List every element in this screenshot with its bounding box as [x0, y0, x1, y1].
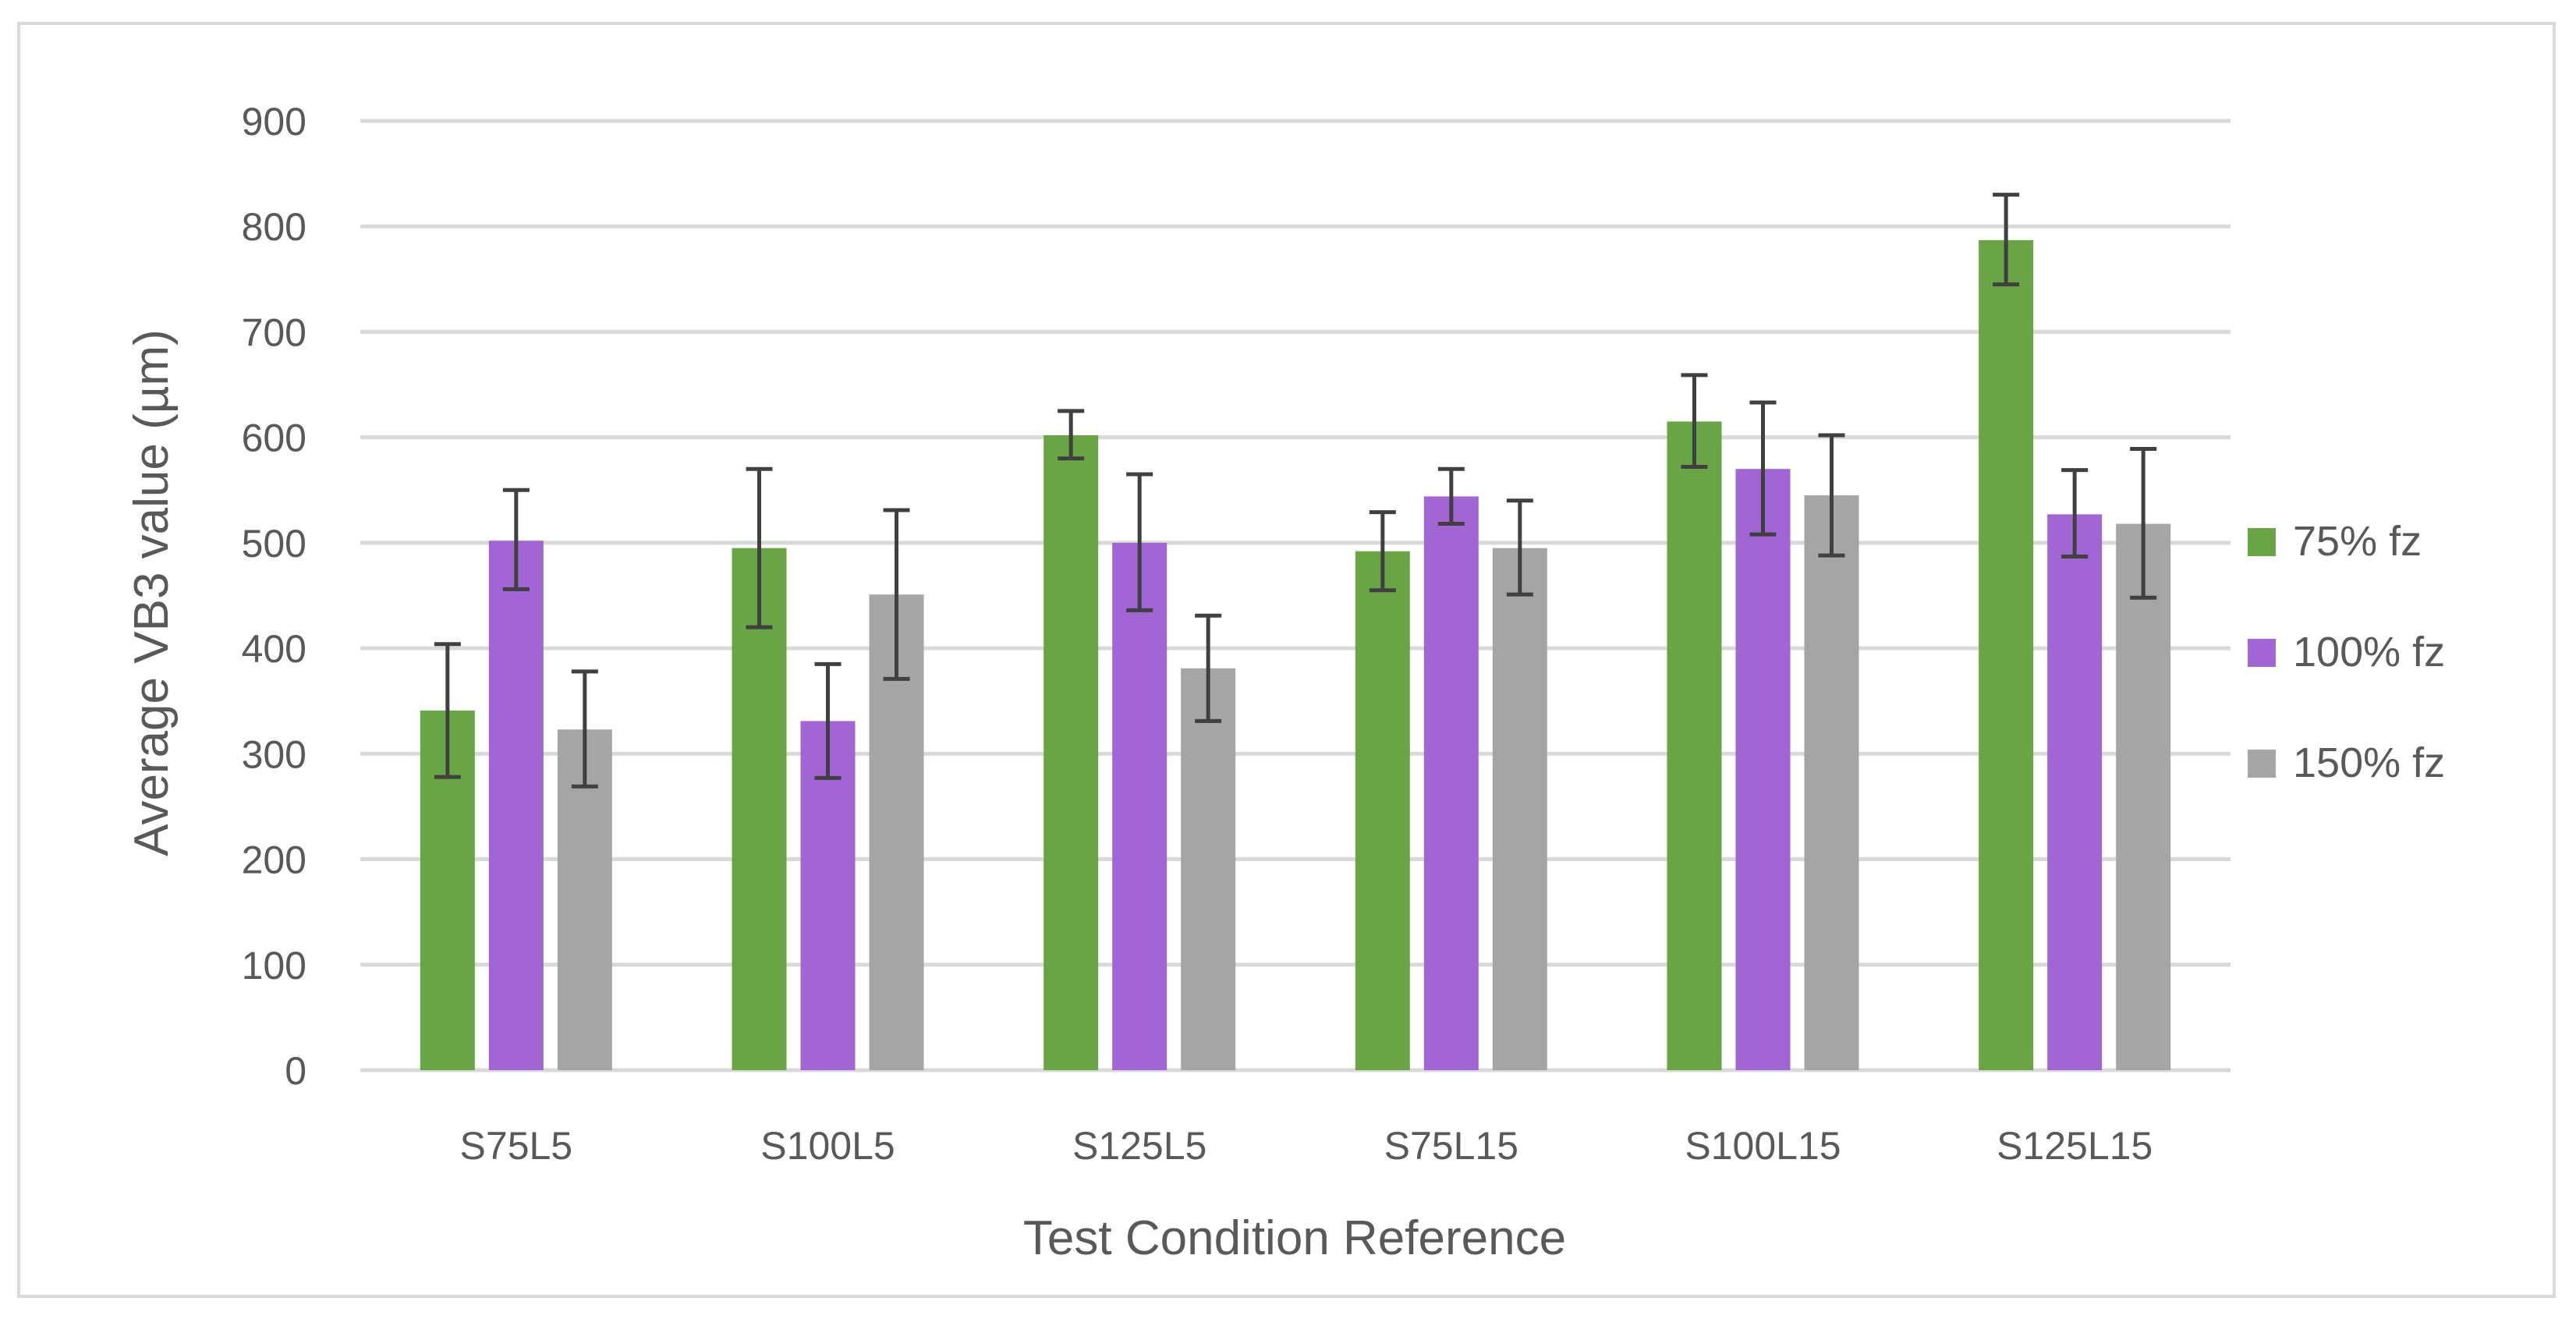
bar: [1979, 239, 2034, 1070]
bar: [488, 541, 544, 1070]
x-tick-label: S100L5: [760, 1124, 895, 1168]
x-tick-label: S75L5: [460, 1124, 573, 1168]
y-tick-label: 800: [242, 205, 306, 249]
bar: [1112, 542, 1168, 1070]
x-axis-ticks: S75L5 S100L5 S125L5 S75L15 S100L15 S125L15: [460, 1124, 2153, 1168]
y-tick-label: 600: [242, 417, 306, 460]
y-tick-label: 900: [242, 100, 306, 144]
bar: [1735, 469, 1791, 1070]
bar: [1492, 548, 1547, 1070]
legend-swatch: [2248, 639, 2276, 667]
y-tick-label: 200: [242, 839, 306, 882]
legend-swatch: [2248, 528, 2276, 556]
x-tick-label: S75L15: [1384, 1124, 1518, 1168]
x-tick-label: S100L15: [1685, 1124, 1841, 1168]
legend-label: 150% fz: [2293, 739, 2445, 786]
x-tick-label: S125L15: [1997, 1124, 2153, 1168]
y-axis-title: Average VB3 value (µm): [125, 329, 179, 856]
bar: [1423, 496, 1479, 1070]
legend: 75% fz 100% fz 150% fz: [2248, 518, 2445, 786]
y-tick-label: 300: [242, 732, 306, 776]
error-bars: [434, 193, 2157, 789]
bar: [1355, 551, 1410, 1070]
bar: [1044, 434, 1099, 1070]
y-tick-label: 100: [242, 944, 306, 987]
x-tick-label: S125L5: [1072, 1124, 1207, 1168]
bars: [420, 239, 2171, 1070]
legend-swatch: [2248, 750, 2276, 778]
bar: [1181, 668, 1236, 1070]
bar: [1667, 421, 1722, 1070]
y-tick-label: 0: [285, 1049, 306, 1093]
legend-label: 75% fz: [2293, 518, 2422, 565]
bar: [732, 548, 787, 1070]
y-tick-label: 500: [242, 522, 306, 566]
x-axis-title: Test Condition Reference: [1023, 1211, 1566, 1265]
y-tick-label: 700: [242, 310, 306, 354]
bar: [1804, 495, 1859, 1070]
y-tick-label: 400: [242, 627, 306, 671]
gridlines: [360, 119, 2231, 1073]
y-axis-ticks: 0 100 200 300 400 500 600 700 800 900: [242, 100, 306, 1093]
legend-label: 100% fz: [2293, 629, 2445, 675]
bar: [2116, 523, 2171, 1070]
bar: [2047, 514, 2103, 1070]
